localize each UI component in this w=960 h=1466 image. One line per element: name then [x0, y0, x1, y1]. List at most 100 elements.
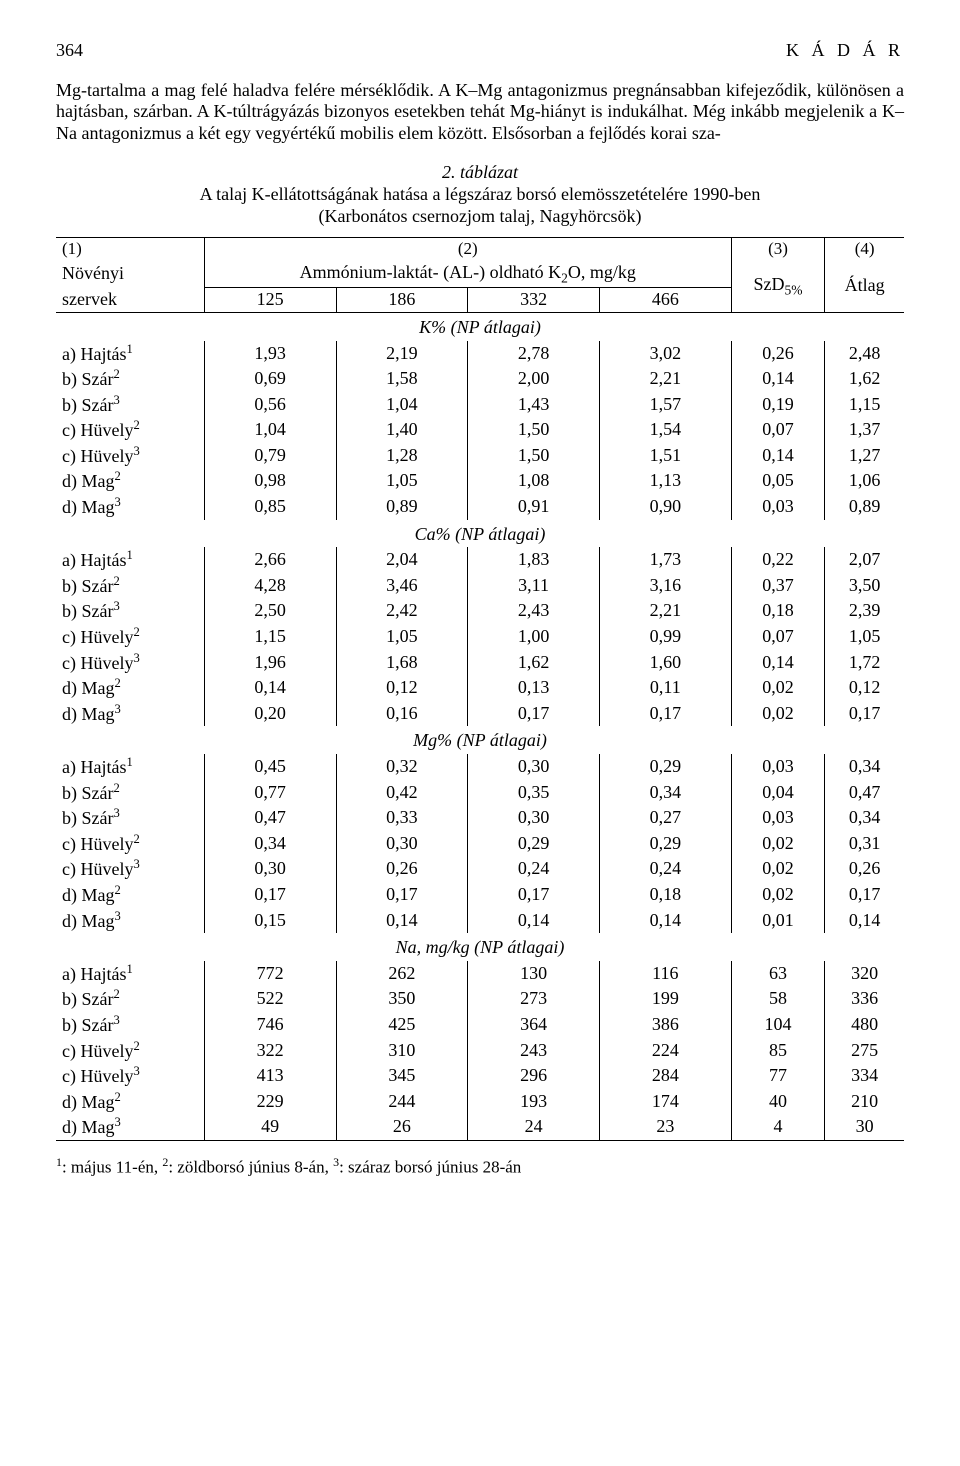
section-title: K% (NP átlagai): [56, 312, 904, 340]
cell: 0,14: [599, 908, 731, 934]
cell: 0,91: [468, 494, 600, 520]
cell: 0,07: [731, 624, 825, 650]
cell: 0,34: [204, 831, 336, 857]
cell: 0,24: [599, 856, 731, 882]
cell: 2,21: [599, 598, 731, 624]
footnote-text2: : zöldborsó június 8-án,: [168, 1158, 333, 1177]
cell: 413: [204, 1063, 336, 1089]
table-row: c) Hüvely21,041,401,501,540,071,37: [56, 417, 904, 443]
cell: 0,12: [825, 675, 904, 701]
page-header-right: K Á D Á R: [786, 40, 904, 62]
section-title: Mg% (NP átlagai): [56, 726, 904, 754]
cell: 210: [825, 1089, 904, 1115]
cell: 0,34: [599, 780, 731, 806]
cell: 1,04: [204, 417, 336, 443]
cell: 1,54: [599, 417, 731, 443]
cell: 0,45: [204, 754, 336, 780]
row-label: d) Mag3: [56, 701, 204, 727]
hdr-col1-num: (1): [56, 238, 204, 261]
cell: 0,26: [731, 341, 825, 367]
data-table: (1)(2)(3)(4)NövényiAmmónium-laktát- (AL-…: [56, 237, 904, 1141]
hdr-col2-num: (2): [204, 238, 731, 261]
cell: 0,14: [468, 908, 600, 934]
cell: 0,89: [336, 494, 468, 520]
section-title: Ca% (NP átlagai): [56, 520, 904, 548]
cell: 1,04: [336, 392, 468, 418]
cell: 229: [204, 1089, 336, 1115]
cell: 0,30: [468, 754, 600, 780]
cell: 24: [468, 1114, 600, 1140]
cell: 1,40: [336, 417, 468, 443]
cell: 0,99: [599, 624, 731, 650]
cell: 0,11: [599, 675, 731, 701]
hdr-332: 332: [468, 288, 600, 313]
hdr-col1-l2: szervek: [56, 288, 204, 313]
cell: 0,17: [825, 701, 904, 727]
row-label: a) Hajtás1: [56, 547, 204, 573]
hdr-col3: SzD5%: [731, 261, 825, 313]
table-caption: 2. táblázat A talaj K-ellátottságának ha…: [56, 162, 904, 227]
cell: 350: [336, 986, 468, 1012]
row-label: d) Mag2: [56, 1089, 204, 1115]
cell: 1,08: [468, 468, 600, 494]
row-label: b) Szár2: [56, 986, 204, 1012]
row-label: d) Mag3: [56, 494, 204, 520]
row-label: b) Szár3: [56, 392, 204, 418]
cell: 2,19: [336, 341, 468, 367]
cell: 322: [204, 1038, 336, 1064]
table-row: b) Szár24,283,463,113,160,373,50: [56, 573, 904, 599]
page-header: 364 K Á D Á R: [56, 40, 904, 62]
cell: 0,17: [204, 882, 336, 908]
table-footnote: 1: május 11-én, 2: zöldborsó június 8-án…: [56, 1155, 904, 1178]
cell: 772: [204, 961, 336, 987]
cell: 0,04: [731, 780, 825, 806]
footnote-text3: : száraz borsó június 28-án: [339, 1158, 521, 1177]
cell: 0,30: [336, 831, 468, 857]
cell: 296: [468, 1063, 600, 1089]
row-label: b) Szár3: [56, 805, 204, 831]
cell: 174: [599, 1089, 731, 1115]
table-row: c) Hüvely30,300,260,240,240,020,26: [56, 856, 904, 882]
row-label: b) Szár2: [56, 573, 204, 599]
cell: 334: [825, 1063, 904, 1089]
cell: 85: [731, 1038, 825, 1064]
table-row: c) Hüvely341334529628477334: [56, 1063, 904, 1089]
cell: 3,16: [599, 573, 731, 599]
cell: 336: [825, 986, 904, 1012]
cell: 0,17: [468, 882, 600, 908]
table-row: c) Hüvely232231024322485275: [56, 1038, 904, 1064]
cell: 23: [599, 1114, 731, 1140]
cell: 0,34: [825, 754, 904, 780]
cell: 130: [468, 961, 600, 987]
cell: 77: [731, 1063, 825, 1089]
cell: 0,14: [731, 366, 825, 392]
row-label: c) Hüvely2: [56, 417, 204, 443]
table-row: d) Mag30,150,140,140,140,010,14: [56, 908, 904, 934]
table-row: d) Mag30,850,890,910,900,030,89: [56, 494, 904, 520]
table-row: c) Hüvely21,151,051,000,990,071,05: [56, 624, 904, 650]
table-row: c) Hüvely30,791,281,501,510,141,27: [56, 443, 904, 469]
cell: 0,02: [731, 882, 825, 908]
cell: 0,31: [825, 831, 904, 857]
cell: 386: [599, 1012, 731, 1038]
cell: 1,05: [825, 624, 904, 650]
cell: 30: [825, 1114, 904, 1140]
table-row: d) Mag20,170,170,170,180,020,17: [56, 882, 904, 908]
row-label: c) Hüvely2: [56, 831, 204, 857]
cell: 1,50: [468, 443, 600, 469]
row-label: d) Mag2: [56, 882, 204, 908]
cell: 0,17: [599, 701, 731, 727]
cell: 0,56: [204, 392, 336, 418]
cell: 1,62: [468, 650, 600, 676]
cell: 0,02: [731, 675, 825, 701]
cell: 0,29: [468, 831, 600, 857]
cell: 2,00: [468, 366, 600, 392]
cell: 40: [731, 1089, 825, 1115]
cell: 244: [336, 1089, 468, 1115]
table-row: b) Szár20,770,420,350,340,040,47: [56, 780, 904, 806]
cell: 1,57: [599, 392, 731, 418]
cell: 1,83: [468, 547, 600, 573]
row-label: d) Mag2: [56, 675, 204, 701]
row-label: c) Hüvely3: [56, 1063, 204, 1089]
cell: 0,33: [336, 805, 468, 831]
